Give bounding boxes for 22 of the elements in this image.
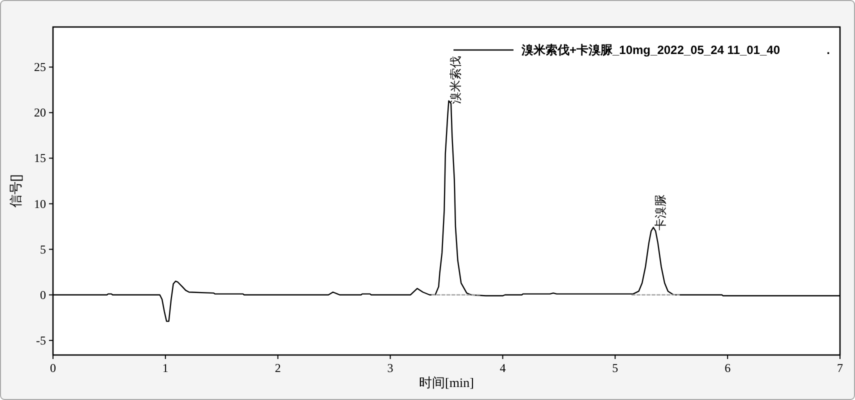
x-tick-label: 6: [724, 361, 731, 375]
y-tick-label: 0: [40, 288, 46, 302]
legend: 溴米索伐+卡溴脲_10mg_2022_05_24 11_01_40: [453, 43, 780, 57]
annotation: .: [826, 43, 830, 57]
y-tick-label: 15: [34, 151, 46, 166]
annotation: 溴米索伐: [448, 56, 463, 104]
x-tick-label: 1: [162, 361, 168, 375]
x-tick-label: 7: [837, 361, 843, 375]
y-tick-label: 5: [40, 242, 46, 256]
x-tick-label: 3: [387, 361, 394, 375]
annotation: 卡溴脲: [653, 194, 668, 230]
x-axis-title: 时间[min]: [419, 375, 474, 390]
y-tick-label: 25: [34, 60, 46, 74]
x-tick-label: 4: [500, 361, 506, 375]
x-tick-label: 5: [612, 361, 618, 375]
y-tick-label: 10: [34, 196, 46, 211]
y-tick-label: -5: [36, 333, 46, 348]
x-tick-label: 2: [274, 361, 281, 375]
y-tick-label: 20: [34, 106, 46, 120]
x-tick-label: 0: [50, 361, 56, 375]
legend-label: 溴米索伐+卡溴脲_10mg_2022_05_24 11_01_40: [520, 43, 780, 57]
y-axis-title: 信号[]: [8, 174, 23, 208]
